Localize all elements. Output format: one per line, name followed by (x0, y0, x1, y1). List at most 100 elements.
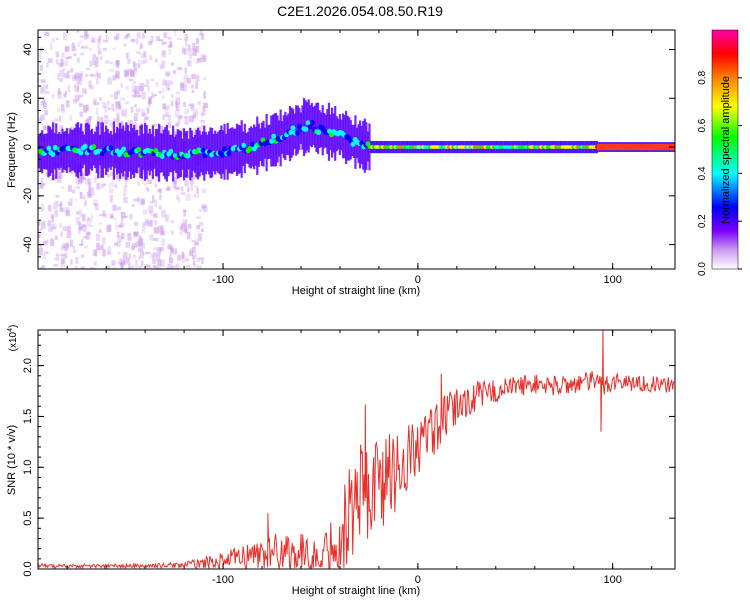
noise-cell (152, 265, 157, 268)
ridge-cell (159, 153, 165, 160)
noise-cell (67, 185, 73, 192)
noise-cell (187, 61, 191, 64)
noise-cell (98, 35, 102, 41)
noise-cell (51, 37, 55, 44)
noise-cell (120, 121, 124, 129)
noise-cell (80, 70, 84, 77)
noise-cell (115, 90, 121, 95)
spectrogram-frame (37, 29, 676, 270)
noise-cell (138, 247, 143, 253)
noise-cell (41, 208, 44, 212)
noise-cell (194, 252, 198, 259)
noise-cell (150, 35, 154, 43)
noise-cell (143, 51, 147, 58)
noise-cell (90, 187, 96, 195)
noise-cell (111, 103, 115, 111)
noise-cell (89, 225, 94, 228)
envelope-cell (84, 123, 87, 176)
noise-cell (92, 98, 97, 106)
noise-cell (176, 91, 181, 94)
noise-cell (77, 73, 82, 79)
noise-cell (85, 67, 90, 71)
noise-cell (88, 116, 92, 120)
noise-cell (134, 267, 138, 269)
noise-cell (85, 30, 88, 36)
noise-cell (196, 257, 201, 262)
noise-cell (174, 110, 180, 118)
noise-cell (68, 74, 71, 78)
noise-cell (55, 253, 60, 257)
envelope-cell (221, 130, 225, 174)
noise-cell (70, 259, 73, 265)
noise-cell (95, 176, 99, 180)
noise-cell (118, 103, 121, 111)
noise-cell (76, 83, 79, 91)
noise-cell (125, 53, 128, 59)
noise-cell (85, 46, 89, 50)
noise-cell (193, 108, 199, 117)
noise-cell (43, 251, 49, 255)
noise-cell (41, 203, 44, 210)
noise-cell (45, 126, 48, 131)
noise-cell (64, 252, 68, 259)
noise-cell (201, 188, 207, 194)
noise-cell (135, 260, 138, 267)
envelope-cell (126, 125, 130, 178)
noise-cell (168, 257, 174, 264)
noise-cell (187, 78, 191, 84)
noise-cell (77, 42, 80, 47)
noise-cell (99, 56, 103, 60)
y-tick-label: 1.0 (22, 460, 34, 475)
noise-cell (175, 263, 180, 269)
noise-cell (108, 107, 111, 111)
noise-cell (84, 89, 87, 95)
noise-cell (140, 112, 145, 117)
noise-cell (57, 88, 61, 95)
noise-cell (124, 180, 128, 183)
noise-cell (59, 124, 64, 131)
spectrogram-heatmap (38, 30, 675, 269)
noise-cell (65, 242, 70, 248)
noise-cell (175, 122, 180, 127)
noise-cell (39, 52, 42, 59)
noise-cell (116, 261, 121, 265)
noise-cell (157, 188, 162, 193)
noise-cell (93, 101, 97, 106)
noise-cell (120, 97, 126, 101)
envelope-cell (200, 134, 203, 173)
noise-cell (145, 79, 150, 85)
colorbar-gradient (711, 29, 739, 270)
noise-cell (116, 60, 120, 68)
noise-cell (180, 186, 184, 191)
ridge-cell (121, 146, 127, 152)
envelope-cell (201, 131, 204, 176)
noise-cell (158, 205, 162, 210)
noise-cell (138, 235, 142, 241)
noise-cell (171, 266, 174, 269)
colorbar-ticks: 0.0 0.2 0.4 0.6 0.8 (697, 70, 742, 276)
noise-cell (174, 182, 178, 191)
x-tick-label: 100 (603, 274, 621, 286)
noise-cell (200, 124, 204, 131)
noise-cell (120, 262, 124, 268)
noise-cell (113, 36, 118, 41)
ridge-cell (226, 151, 232, 157)
noise-cell (112, 47, 116, 50)
noise-cell (79, 226, 83, 231)
noise-cell (78, 243, 84, 246)
envelope-cell (80, 123, 83, 177)
noise-cell (81, 224, 86, 228)
noise-cell (171, 94, 174, 99)
noise-cell (184, 179, 189, 187)
noise-cell (123, 215, 128, 218)
noise-cell (58, 78, 64, 83)
noise-cell (125, 241, 131, 248)
noise-cell (102, 39, 108, 43)
noise-cell (196, 216, 201, 219)
noise-cell (199, 257, 204, 261)
noise-cell (93, 199, 98, 207)
noise-cell (73, 53, 77, 57)
noise-cell (143, 119, 147, 124)
noise-cell (119, 105, 122, 110)
x-tick-label: 0 (415, 274, 421, 286)
